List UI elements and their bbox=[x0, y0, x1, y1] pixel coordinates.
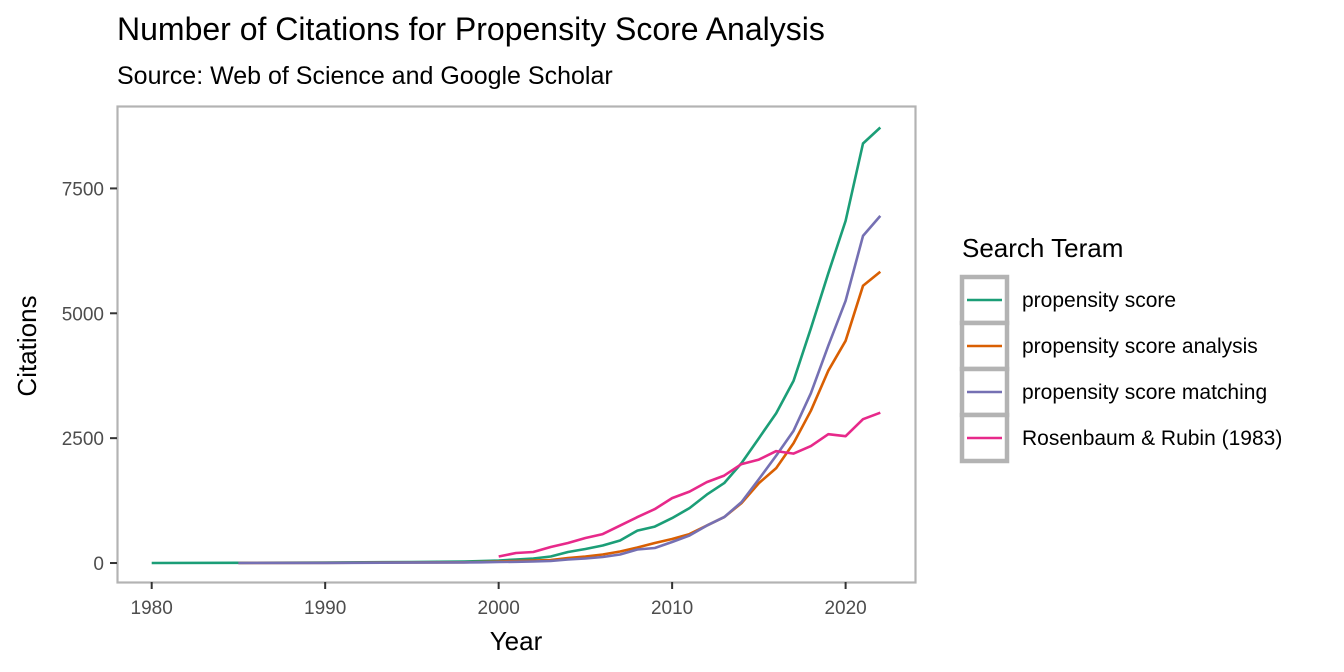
series-line-1 bbox=[151, 126, 882, 565]
y-axis-title: Citations bbox=[12, 295, 42, 396]
chart-title: Number of Citations for Propensity Score… bbox=[117, 11, 825, 47]
series-line-3 bbox=[238, 215, 882, 565]
legend-items: propensity score propensity score analysi… bbox=[959, 274, 1282, 464]
series-layer bbox=[151, 126, 882, 565]
y-tick-label: 7500 bbox=[62, 179, 104, 200]
x-tick-label: 1980 bbox=[131, 598, 173, 619]
legend-label: propensity score bbox=[1022, 289, 1176, 312]
y-tick-label: 2500 bbox=[62, 429, 104, 450]
x-axis: 1980 1990 2000 2010 2020 bbox=[131, 582, 867, 619]
legend-label: Rosenbaum & Rubin (1983) bbox=[1022, 427, 1282, 450]
legend: Search Teram propensity scorepropensity … bbox=[959, 233, 1282, 464]
x-axis-title: Year bbox=[490, 626, 543, 656]
chart-subtitle: Source: Web of Science and Google Schola… bbox=[117, 62, 613, 90]
x-tick-label: 2000 bbox=[478, 598, 520, 619]
x-tick-label: 2010 bbox=[651, 598, 693, 619]
plot-panel-border bbox=[116, 105, 917, 584]
x-tick-label: 2020 bbox=[824, 598, 866, 619]
series-line-4 bbox=[498, 411, 881, 558]
legend-label: propensity score matching bbox=[1022, 381, 1267, 404]
series-line-2 bbox=[238, 270, 882, 565]
y-tick-label: 5000 bbox=[62, 304, 104, 325]
y-tick-label: 0 bbox=[93, 554, 104, 575]
legend-title: Search Teram bbox=[962, 233, 1123, 263]
legend-label: propensity score analysis bbox=[1022, 335, 1258, 358]
y-axis: 0 2500 5000 7500 bbox=[62, 179, 117, 575]
x-tick-label: 1990 bbox=[304, 598, 346, 619]
